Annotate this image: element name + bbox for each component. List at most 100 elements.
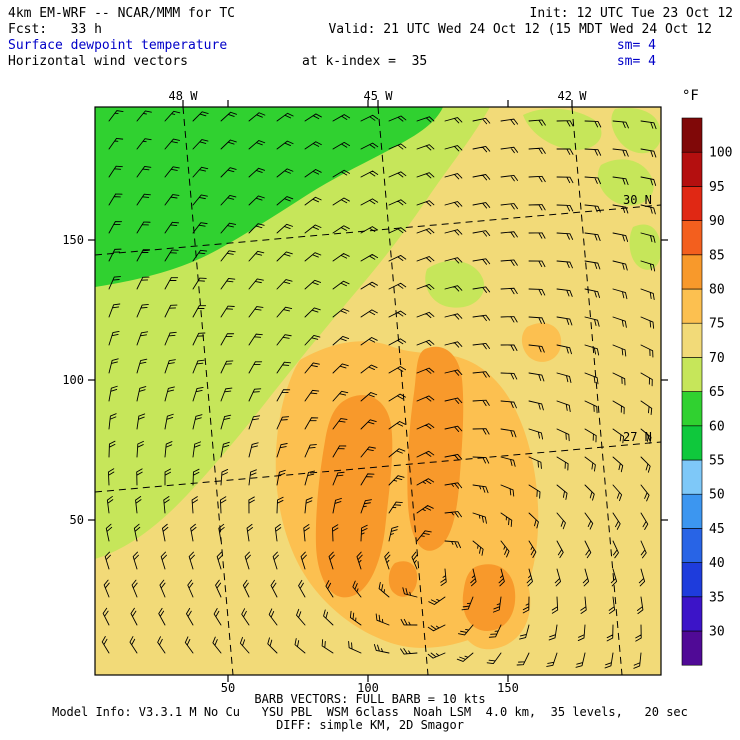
wind-barb [575, 652, 586, 668]
wind-barb [130, 607, 138, 626]
wind-barb [640, 260, 656, 272]
wind-barb [105, 523, 113, 542]
wind-barb [472, 456, 490, 464]
wind-barb [360, 392, 378, 402]
wind-barb [556, 204, 574, 212]
colorbar-tick-label: 65 [709, 385, 725, 400]
wind-barb [500, 512, 513, 527]
colorbar-segment [681, 528, 703, 563]
wind-barb [444, 201, 463, 208]
colorbar-segment [681, 630, 703, 666]
wind-barb [164, 194, 180, 206]
wind-barb [248, 306, 264, 318]
dewpoint-region-80-85 [315, 395, 393, 598]
wind-barb [294, 638, 306, 654]
colorbar-segment [681, 425, 703, 461]
wind-barb [388, 501, 403, 514]
wind-barb [276, 496, 284, 514]
colorbar-tick-label: 95 [709, 180, 725, 195]
wind-barb [276, 279, 293, 290]
wind-barb [220, 277, 236, 290]
wind-barb [444, 173, 463, 180]
dewpoint-region-65-70 [597, 159, 654, 206]
wind-barb [360, 337, 378, 346]
wind-barb [136, 386, 147, 402]
wind-barb [303, 524, 310, 542]
wind-barb [486, 652, 502, 664]
wind-barb [108, 248, 122, 262]
wind-barb [528, 400, 544, 411]
wind-barb [388, 310, 407, 318]
wind-barb [276, 443, 288, 458]
wind-barb [164, 249, 179, 262]
wind-barb [248, 333, 263, 346]
wind-barb [274, 523, 282, 542]
wind-barb [388, 393, 406, 402]
wind-barb [102, 607, 110, 626]
wind-barb [584, 176, 601, 185]
dewpoint-field [95, 107, 661, 675]
wind-barb [640, 148, 657, 158]
wind-barb [584, 512, 594, 530]
wind-barb [612, 484, 623, 502]
wind-barb [248, 388, 262, 402]
wind-barb [323, 609, 334, 626]
wind-barb [108, 330, 120, 346]
wind-barb [248, 140, 266, 150]
wind-barb [332, 114, 351, 122]
wind-barb [213, 608, 222, 626]
wind-barb [248, 361, 263, 374]
wind-barb [444, 117, 463, 124]
wind-barb [248, 442, 259, 458]
wind-barb [500, 287, 518, 295]
dewpoint-region-80-85 [388, 561, 418, 597]
wind-barb [332, 169, 350, 178]
wind-barb [604, 652, 614, 669]
wind-barb [584, 540, 592, 559]
colorbar-units-label: °F [682, 88, 699, 104]
wind-barb [500, 428, 517, 438]
wind-barb [220, 111, 237, 122]
dewpoint-region-75-80 [521, 323, 562, 362]
wind-barb [332, 225, 350, 234]
wind-barb [218, 523, 225, 542]
wind-barb [296, 608, 306, 626]
wind-barb [103, 579, 110, 598]
wind-barb [360, 446, 376, 458]
colorbar-segment [681, 186, 703, 221]
wind-barb [220, 387, 233, 402]
overlay-smoothing: sm= 4 [616, 54, 656, 69]
wind-barb [108, 440, 116, 458]
colorbar-segment [681, 459, 703, 495]
wind-barb [640, 428, 652, 444]
wind-barb [522, 596, 530, 614]
wind-barb [528, 260, 546, 268]
wind-barb [528, 540, 537, 558]
wind-barb [136, 110, 152, 122]
wind-barb [220, 360, 234, 374]
wind-barb [584, 120, 602, 128]
wind-barb [136, 221, 151, 234]
wind-barb [108, 221, 123, 234]
model-title: 4km EM-WRF -- NCAR/MMM for TC [8, 6, 235, 21]
wind-barb [556, 512, 566, 530]
wind-barb [360, 170, 379, 178]
wind-barb [440, 568, 447, 586]
colorbar-tick-label: 70 [709, 351, 725, 366]
wind-barb [640, 316, 655, 329]
wind-barb [136, 468, 143, 486]
wind-barb [192, 111, 209, 122]
wind-barb [612, 148, 629, 157]
wind-barb [136, 166, 152, 178]
wind-barb [332, 141, 351, 150]
wind-barb [416, 228, 435, 235]
wind-barb [500, 118, 519, 126]
wind-barb [472, 117, 491, 125]
wind-barb [136, 331, 149, 346]
wind-barb [332, 253, 350, 262]
wind-barb [220, 441, 230, 458]
wind-barb [388, 171, 407, 178]
wind-barb [584, 400, 598, 414]
wind-barb [304, 196, 322, 206]
